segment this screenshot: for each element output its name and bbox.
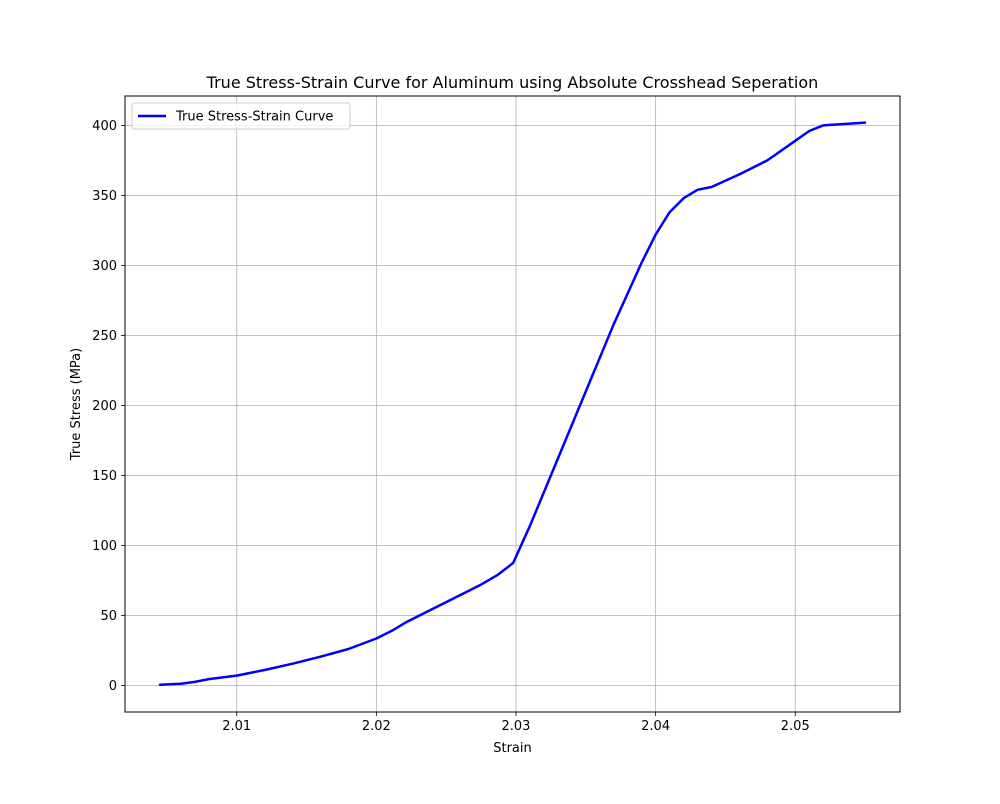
y-tick-label: 100 — [92, 539, 117, 554]
y-tick-label: 250 — [92, 329, 117, 344]
x-tick-label: 2.03 — [502, 719, 531, 734]
plot-area-frame — [124, 95, 901, 713]
legend: True Stress-Strain Curve — [131, 102, 351, 130]
x-axis-ticks: 2.01 2.02 2.03 2.04 2.05 — [222, 712, 810, 734]
y-tick-label: 350 — [92, 189, 117, 204]
y-tick-label: 400 — [92, 119, 117, 134]
x-tick-label: 2.01 — [222, 719, 251, 734]
legend-label: True Stress-Strain Curve — [175, 110, 333, 125]
x-tick-label: 2.05 — [781, 719, 810, 734]
series-layer — [158, 121, 867, 686]
legend-box — [131, 102, 351, 130]
y-tick-label: 200 — [92, 399, 117, 414]
series-line-true-stress-strain — [158, 121, 867, 686]
y-tick-label: 150 — [92, 469, 117, 484]
y-tick-label: 0 — [109, 679, 117, 694]
x-tick-label: 2.02 — [362, 719, 391, 734]
chart-title: True Stress-Strain Curve for Aluminum us… — [206, 73, 819, 92]
y-tick-label: 50 — [100, 609, 117, 624]
y-axis-label: True Stress (MPa) — [69, 348, 84, 461]
y-tick-label: 300 — [92, 259, 117, 274]
grid-layer — [125, 96, 900, 712]
x-tick-label: 2.04 — [641, 719, 670, 734]
y-axis-ticks: 0 50 100 150 200 250 300 350 400 — [92, 119, 125, 694]
x-axis-label: Strain — [493, 741, 532, 756]
